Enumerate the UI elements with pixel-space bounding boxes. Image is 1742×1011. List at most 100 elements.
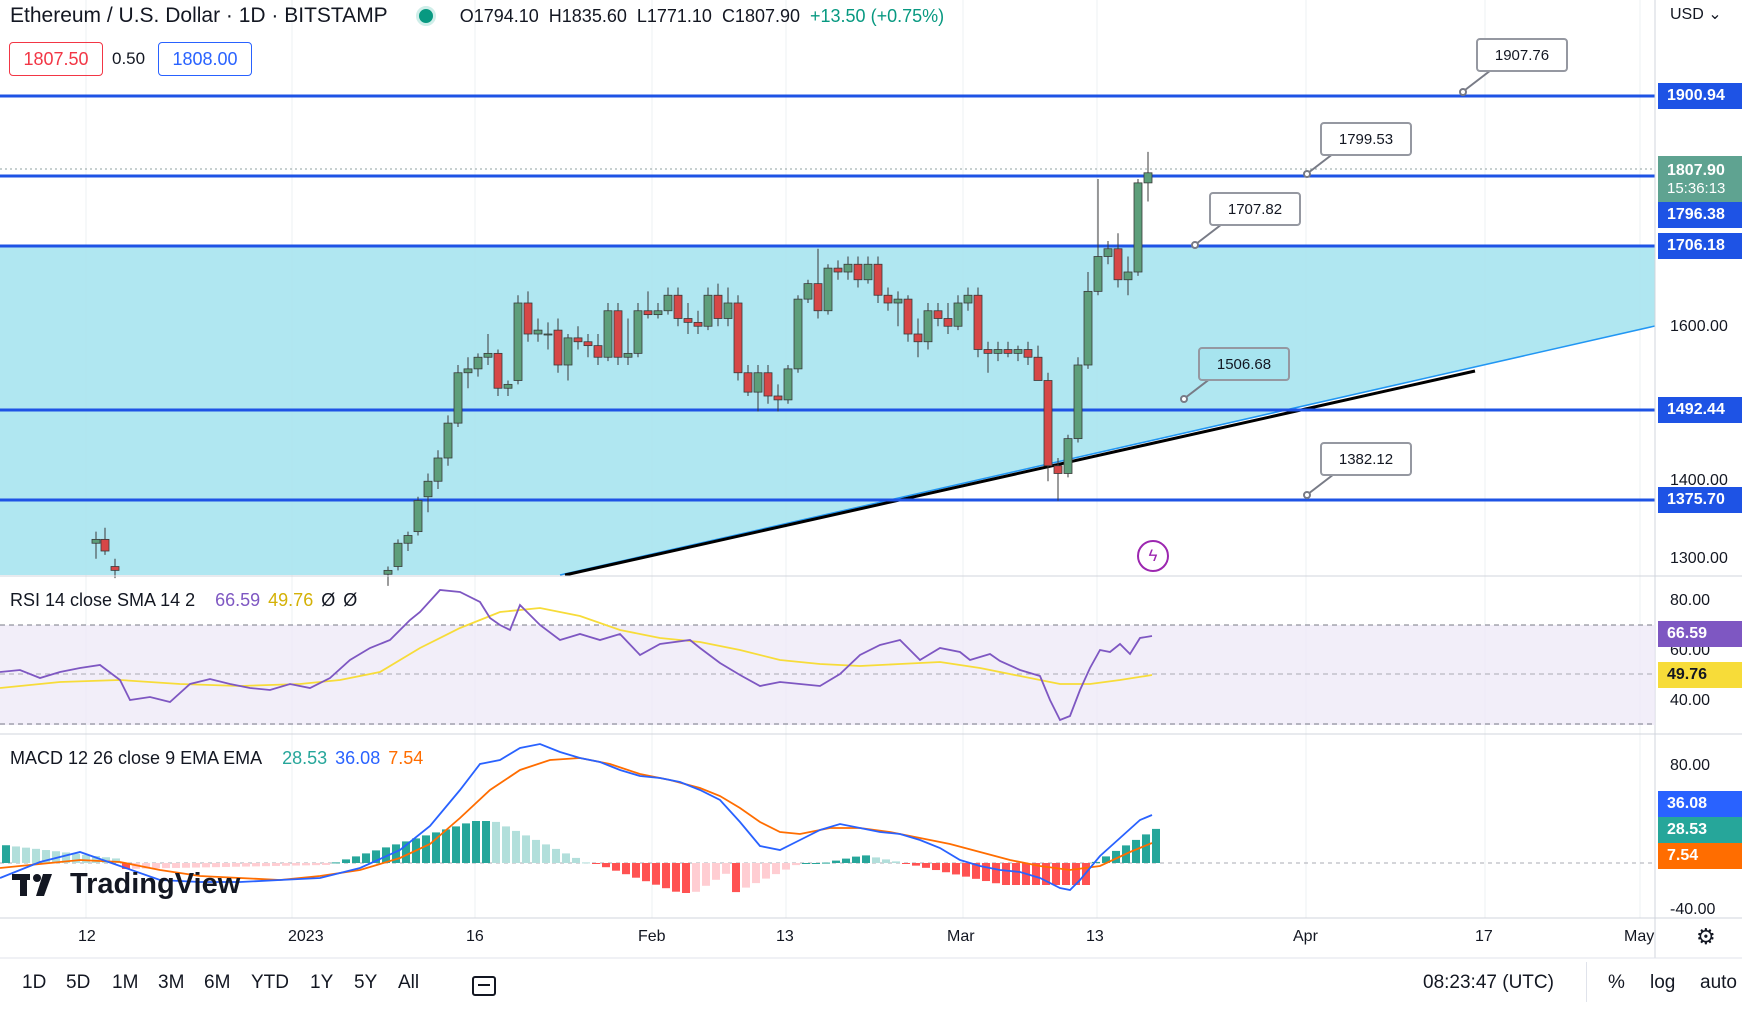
rsi-title[interactable]: RSI 14 close SMA 14 2 66.59 49.76 Ø Ø (10, 590, 357, 611)
time-tick: 12 (78, 928, 96, 945)
candle-body (493, 352, 503, 389)
buy-button[interactable]: 1808.00 (158, 42, 252, 76)
rsi-tick: 80.00 (1670, 592, 1711, 609)
price-callout[interactable]: 1506.68 (1198, 347, 1290, 381)
price-callout[interactable]: 1707.82 (1209, 192, 1301, 226)
macd-value: 36.08 (335, 748, 381, 768)
macd-hist-bar (362, 853, 370, 863)
timeframe-all[interactable]: All (398, 972, 420, 993)
macd-hist-bar (832, 860, 840, 863)
candle-body (543, 333, 553, 336)
sell-button[interactable]: 1807.50 (9, 42, 103, 76)
time-tick: May (1624, 928, 1655, 945)
candle-body (883, 294, 893, 304)
macd-hist-bar (32, 848, 40, 863)
timeframe-ytd[interactable]: YTD (251, 972, 289, 993)
currency-selector[interactable]: USD ⌄ (1670, 4, 1722, 24)
candle-body (1053, 465, 1063, 474)
macd-hist-bar (742, 863, 750, 888)
macd-hist-bar (652, 863, 660, 885)
macd-hist-bar (422, 835, 430, 863)
auto-toggle[interactable]: auto (1700, 972, 1737, 993)
macd-hist-bar (242, 863, 250, 867)
macd-hist-bar (782, 863, 790, 870)
macd-name: MACD 12 26 close 9 EMA EMA (10, 748, 263, 768)
macd-hist-bar (602, 863, 610, 868)
macd-hist-bar (182, 863, 190, 868)
macd-hist-bar (552, 848, 560, 863)
macd-line (0, 743, 1153, 891)
macd-hist-bar (1062, 863, 1070, 885)
macd-hist-bar (732, 863, 740, 893)
price-tick: 1300.00 (1670, 550, 1728, 567)
macd-hist-bar (762, 863, 770, 879)
macd-title[interactable]: MACD 12 26 close 9 EMA EMA 28.53 36.08 7… (10, 748, 423, 769)
candle-body (673, 294, 683, 319)
macd-hist-bar (352, 856, 360, 863)
gear-icon[interactable]: ⚙ (1696, 924, 1716, 949)
rsi-line (0, 589, 1153, 722)
candle-body (783, 368, 793, 401)
price-callout[interactable]: 1799.53 (1320, 122, 1412, 156)
macd-hist-bar (922, 863, 930, 868)
candle-body (773, 395, 783, 401)
macd-hist-bar (222, 863, 230, 867)
timeframe-6m[interactable]: 6M (204, 972, 231, 993)
log-toggle[interactable]: log (1650, 972, 1676, 993)
candle-body (483, 352, 493, 358)
macd-hist-bar (442, 829, 450, 863)
candle-body (1003, 349, 1013, 354)
macd-hist-bar (792, 863, 800, 866)
candle-body (903, 298, 913, 335)
macd-hist-bar (522, 835, 530, 863)
candle-body (413, 500, 423, 533)
brand-name: TradingView (70, 868, 241, 900)
candle-body (1043, 380, 1053, 467)
tradingview-logo[interactable]: TradingView (12, 868, 240, 901)
timeframe-1m[interactable]: 1M (112, 972, 139, 993)
candle-body (843, 263, 853, 273)
macd-hist-bar (212, 863, 220, 868)
calendar-range-icon[interactable] (472, 976, 496, 996)
macd-hist-bar (462, 823, 470, 863)
utc-clock[interactable]: 08:23:47 (UTC) (1423, 972, 1554, 993)
percent-toggle[interactable]: % (1608, 972, 1625, 993)
candle-body (873, 263, 883, 296)
price-tick: 1600.00 (1670, 318, 1728, 335)
low-value: L1771.10 (636, 5, 712, 26)
candle-body (693, 321, 703, 327)
candle-body (523, 302, 533, 335)
macd-hist-bar (842, 858, 850, 863)
price-tag-1796: 1796.38 (1658, 202, 1742, 228)
price-tag-1492: 1492.44 (1658, 397, 1742, 423)
macd-hist-bar (112, 858, 120, 863)
rsi-name: RSI 14 close SMA 14 2 (10, 590, 196, 610)
open-value: O1794.10 (459, 5, 539, 26)
macd-hist-bar (342, 859, 350, 863)
timeframe-5d[interactable]: 5D (66, 972, 91, 993)
candle-body (803, 283, 813, 300)
macd-hist-bar (702, 863, 710, 886)
candle-body (1113, 248, 1123, 281)
lightning-icon[interactable]: ϟ (1137, 540, 1169, 572)
timeframe-1y[interactable]: 1Y (310, 972, 334, 993)
macd-hist-bar (902, 863, 910, 864)
macd-hist-bar (122, 863, 130, 869)
rsi-sma-value: 49.76 (268, 590, 314, 610)
price-callout[interactable]: 1907.76 (1476, 38, 1568, 72)
candle-body (913, 333, 923, 343)
price-callout[interactable]: 1382.12 (1320, 442, 1412, 476)
candle-body (583, 341, 593, 347)
timeframe-5y[interactable]: 5Y (354, 972, 378, 993)
candle-body (633, 310, 643, 354)
macd-hist-bar (92, 856, 100, 863)
candle-body (91, 538, 101, 544)
macd-hist-bar (312, 863, 320, 866)
timeframe-1d[interactable]: 1D (22, 972, 47, 993)
timeframe-3m[interactable]: 3M (158, 972, 185, 993)
candle-body (933, 310, 943, 319)
symbol-title[interactable]: Ethereum / U.S. Dollar · 1D · BITSTAMP (10, 4, 388, 27)
candle-body (733, 302, 743, 374)
macd-hist-bar (1052, 863, 1060, 885)
